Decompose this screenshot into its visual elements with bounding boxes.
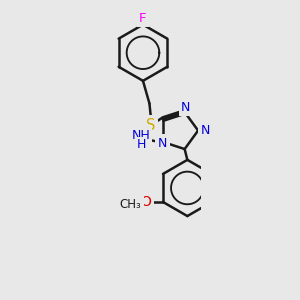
Text: S: S xyxy=(146,118,156,133)
Text: NH: NH xyxy=(132,129,151,142)
Text: N: N xyxy=(158,136,167,150)
Text: F: F xyxy=(139,12,147,25)
Text: N: N xyxy=(181,101,190,114)
Text: H: H xyxy=(136,138,146,151)
Text: O: O xyxy=(140,195,151,209)
Text: CH₃: CH₃ xyxy=(120,198,142,211)
Text: N: N xyxy=(200,124,210,137)
